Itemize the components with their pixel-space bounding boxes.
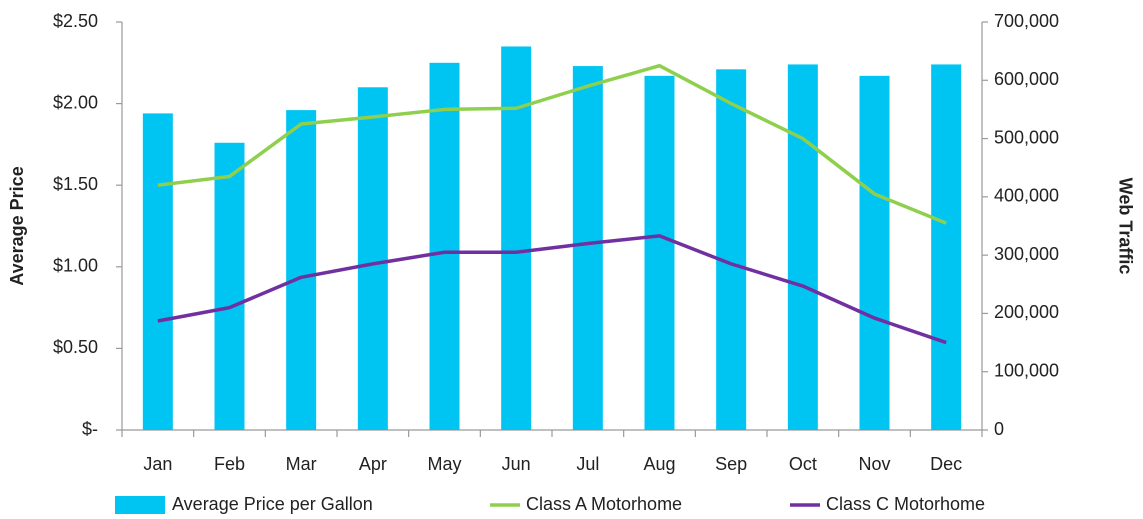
bar <box>716 69 747 430</box>
y2-tick-label: 500,000 <box>994 127 1059 147</box>
bar <box>429 62 460 431</box>
x-tick-label: Nov <box>858 454 890 474</box>
bar <box>787 64 818 430</box>
y2-tick-label: 700,000 <box>994 11 1059 31</box>
y-tick-label: $1.00 <box>53 256 98 276</box>
y2-tick-label: 100,000 <box>994 360 1059 380</box>
x-tick-label: Oct <box>789 454 817 474</box>
bar <box>859 75 890 430</box>
bar <box>572 66 603 431</box>
bar <box>357 87 388 430</box>
line <box>157 63 947 225</box>
bar <box>931 64 962 430</box>
line <box>157 234 947 345</box>
x-tick-label: Jul <box>576 454 599 474</box>
y2-axis-title: Web Traffic <box>1115 178 1135 275</box>
y2-tick-label: 300,000 <box>994 244 1059 264</box>
bar <box>214 142 245 430</box>
legend-swatch <box>115 496 165 514</box>
y-tick-label: $1.50 <box>53 174 98 194</box>
x-tick-label: Dec <box>930 454 962 474</box>
y-axis-title: Average Price <box>7 166 27 285</box>
y2-tick-label: 600,000 <box>994 69 1059 89</box>
x-tick-label: May <box>427 454 461 474</box>
bar <box>644 75 675 430</box>
x-tick-label: Sep <box>715 454 747 474</box>
bar <box>142 113 173 430</box>
y2-tick-label: 0 <box>994 419 1004 439</box>
legend-label: Average Price per Gallon <box>172 494 373 514</box>
y2-tick-label: 200,000 <box>994 302 1059 322</box>
y-tick-label: $- <box>82 419 98 439</box>
y-tick-label: $2.00 <box>53 92 98 112</box>
x-tick-label: Jan <box>143 454 172 474</box>
y-tick-label: $0.50 <box>53 337 98 357</box>
x-tick-label: Jun <box>502 454 531 474</box>
x-tick-label: Apr <box>359 454 387 474</box>
y2-tick-label: 400,000 <box>994 186 1059 206</box>
bar <box>501 46 532 430</box>
x-tick-label: Feb <box>214 454 245 474</box>
x-tick-label: Aug <box>643 454 675 474</box>
bar <box>286 110 317 431</box>
legend-label: Class A Motorhome <box>526 494 682 514</box>
x-tick-label: Mar <box>286 454 317 474</box>
legend-label: Class C Motorhome <box>826 494 985 514</box>
y-tick-label: $2.50 <box>53 11 98 31</box>
